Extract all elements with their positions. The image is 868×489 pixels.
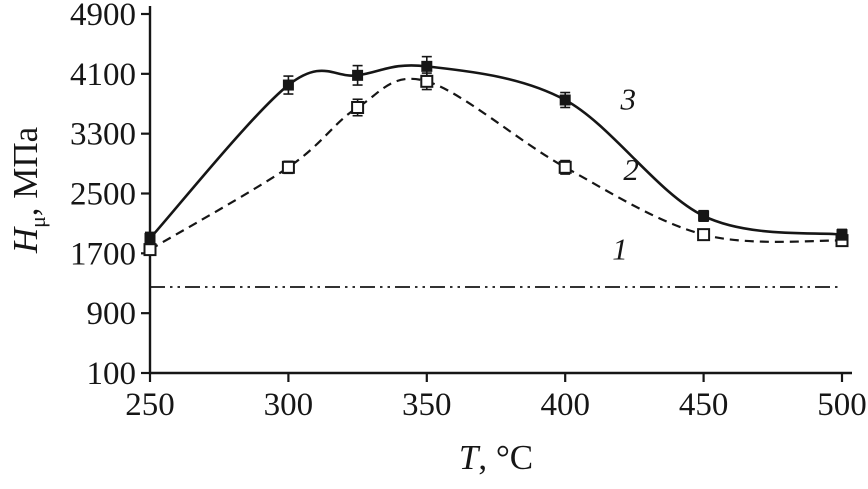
y-axis-symbol: H xyxy=(6,227,45,254)
y-axis-subscript: μ xyxy=(26,216,50,228)
series-2-marker xyxy=(420,74,434,88)
y-tick-label: 1700 xyxy=(70,236,136,272)
y-tick-label: 4100 xyxy=(70,57,136,93)
series-3-marker xyxy=(352,69,364,81)
series-3-marker xyxy=(421,60,433,72)
series-3-marker xyxy=(144,232,156,244)
x-tick-label: 450 xyxy=(679,387,729,423)
x-tick-label: 500 xyxy=(817,387,867,423)
curve-label-3: 3 xyxy=(620,82,637,117)
curve-label-2: 2 xyxy=(623,152,639,187)
x-tick-label: 400 xyxy=(540,387,590,423)
series-2-marker xyxy=(558,160,572,174)
series-2-marker xyxy=(697,228,711,242)
series-2-marker xyxy=(143,243,157,257)
x-axis-unit: , °C xyxy=(478,438,534,477)
x-tick-label: 300 xyxy=(264,387,314,423)
y-axis-label: Hμ, МПа xyxy=(6,127,51,253)
y-tick-label: 100 xyxy=(87,356,137,392)
x-tick-label: 250 xyxy=(125,387,175,423)
series-3-line xyxy=(149,64,843,240)
y-tick-label: 2500 xyxy=(70,177,136,213)
series-3-marker xyxy=(559,94,571,106)
series-2-marker xyxy=(281,160,295,174)
y-tick-label: 4900 xyxy=(70,0,136,33)
x-tick-label: 350 xyxy=(402,387,452,423)
x-axis-symbol: T xyxy=(458,438,479,477)
series-3-marker xyxy=(836,229,848,241)
series-3-marker xyxy=(698,210,710,222)
y-axis-unit: , МПа xyxy=(6,126,45,217)
y-tick-label: 900 xyxy=(87,296,137,332)
series-2-line xyxy=(149,77,843,251)
x-axis-label: T, °C xyxy=(459,438,533,478)
y-tick-label: 3300 xyxy=(70,117,136,153)
series-3-marker xyxy=(282,79,294,91)
series-2-marker xyxy=(351,100,365,114)
curve-label-1: 1 xyxy=(612,231,628,266)
